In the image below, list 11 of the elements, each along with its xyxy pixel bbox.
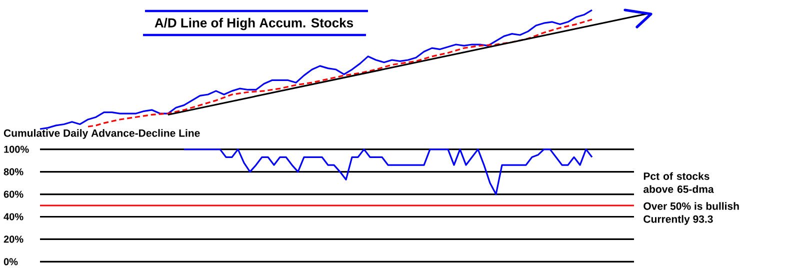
y-tick-label: 0% <box>4 258 18 266</box>
y-tick-label: 100% <box>4 146 29 153</box>
y-tick-label: 80% <box>4 168 24 176</box>
text: Pct of stocks above 65-dma <box>644 172 714 193</box>
ref-line-label: Over 50% is bullish <box>644 202 739 210</box>
y-tick-label: 40% <box>4 213 24 220</box>
text: A/D Line of High Accum. Stocks <box>154 18 354 30</box>
text: Currently 93.3 <box>644 215 713 225</box>
y-tick-label: 20% <box>4 236 24 243</box>
y-tick-label: 60% <box>4 190 24 198</box>
text: Cumulative Daily Advance-Decline Line <box>4 129 200 139</box>
